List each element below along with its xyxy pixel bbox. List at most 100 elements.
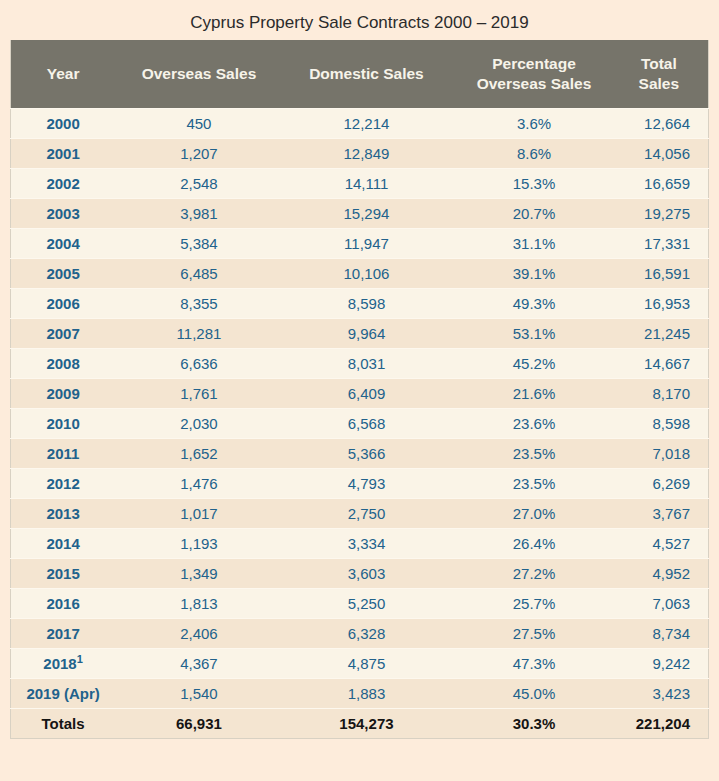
overseas-sales-cell: 6,636	[115, 349, 283, 379]
year-label: 2002	[46, 175, 79, 192]
year-cell: 2019 (Apr)	[11, 679, 116, 709]
overseas-sales-cell: 3,981	[115, 199, 283, 229]
total-sales-cell: 12,664	[618, 109, 709, 139]
table-row: 2015 1,349 3,603 27.2% 4,952	[11, 559, 709, 589]
total-sales-cell: 14,667	[618, 349, 709, 379]
year-cell: 2000	[11, 109, 116, 139]
totals-row: Totals 66,931 154,273 30.3% 221,204	[11, 709, 709, 739]
total-sales-cell: 9,242	[618, 649, 709, 679]
domestic-sales-cell: 6,568	[283, 409, 451, 439]
table-row: 2003 3,981 15,294 20.7% 19,275	[11, 199, 709, 229]
table-row: 2006 8,355 8,598 49.3% 16,953	[11, 289, 709, 319]
year-label: 2000	[46, 115, 79, 132]
total-sales-cell: 14,056	[618, 139, 709, 169]
year-label: 2019 (Apr)	[26, 685, 99, 702]
table-row: 2013 1,017 2,750 27.0% 3,767	[11, 499, 709, 529]
percentage-overseas-cell: 20.7%	[450, 199, 618, 229]
domestic-sales-cell: 8,598	[283, 289, 451, 319]
year-label: 2003	[46, 205, 79, 222]
domestic-sales-cell: 5,366	[283, 439, 451, 469]
overseas-sales-cell: 8,355	[115, 289, 283, 319]
total-sales-cell: 8,170	[618, 379, 709, 409]
percentage-overseas-cell: 49.3%	[450, 289, 618, 319]
total-sales-cell: 4,527	[618, 529, 709, 559]
year-cell: 2003	[11, 199, 116, 229]
header-line: Year	[15, 64, 111, 84]
total-sales-cell: 7,063	[618, 589, 709, 619]
year-label: 2006	[46, 295, 79, 312]
year-cell: 2016	[11, 589, 116, 619]
domestic-sales-cell: 15,294	[283, 199, 451, 229]
domestic-sales-cell: 9,964	[283, 319, 451, 349]
table-body: 2000 450 12,214 3.6% 12,664 2001 1,207 1…	[11, 109, 709, 739]
table-row: 2016 1,813 5,250 25.7% 7,063	[11, 589, 709, 619]
percentage-overseas-cell: 25.7%	[450, 589, 618, 619]
totals-domestic-cell: 154,273	[283, 709, 451, 739]
total-sales-cell: 4,952	[618, 559, 709, 589]
column-header-total-sales: Total Sales	[618, 40, 709, 109]
column-header-percentage-overseas-sales: Percentage Overseas Sales	[450, 40, 618, 109]
year-cell: 2004	[11, 229, 116, 259]
table-row: 2007 11,281 9,964 53.1% 21,245	[11, 319, 709, 349]
table-row: 2008 6,636 8,031 45.2% 14,667	[11, 349, 709, 379]
domestic-sales-cell: 4,875	[283, 649, 451, 679]
total-sales-cell: 8,734	[618, 619, 709, 649]
table-row: 2004 5,384 11,947 31.1% 17,331	[11, 229, 709, 259]
totals-total-cell: 221,204	[618, 709, 709, 739]
table-row: 2010 2,030 6,568 23.6% 8,598	[11, 409, 709, 439]
year-label: 2017	[46, 625, 79, 642]
header-line: Total	[622, 54, 696, 74]
overseas-sales-cell: 450	[115, 109, 283, 139]
header-line: Domestic Sales	[287, 64, 447, 84]
domestic-sales-cell: 12,214	[283, 109, 451, 139]
overseas-sales-cell: 1,652	[115, 439, 283, 469]
percentage-overseas-cell: 39.1%	[450, 259, 618, 289]
sales-table: Year Overseas Sales Domestic Sales Perce…	[10, 40, 709, 739]
year-cell: 2001	[11, 139, 116, 169]
total-sales-cell: 16,953	[618, 289, 709, 319]
domestic-sales-cell: 11,947	[283, 229, 451, 259]
overseas-sales-cell: 2,406	[115, 619, 283, 649]
total-sales-cell: 16,659	[618, 169, 709, 199]
totals-label-cell: Totals	[11, 709, 116, 739]
overseas-sales-cell: 4,367	[115, 649, 283, 679]
domestic-sales-cell: 3,334	[283, 529, 451, 559]
percentage-overseas-cell: 23.5%	[450, 469, 618, 499]
overseas-sales-cell: 1,813	[115, 589, 283, 619]
column-header-domestic-sales: Domestic Sales	[283, 40, 451, 109]
overseas-sales-cell: 1,761	[115, 379, 283, 409]
sales-table-container: Year Overseas Sales Domestic Sales Perce…	[10, 40, 709, 739]
percentage-overseas-cell: 47.3%	[450, 649, 618, 679]
overseas-sales-cell: 1,476	[115, 469, 283, 499]
table-row: 20181 4,367 4,875 47.3% 9,242	[11, 649, 709, 679]
table-row: 2012 1,476 4,793 23.5% 6,269	[11, 469, 709, 499]
percentage-overseas-cell: 23.5%	[450, 439, 618, 469]
year-label: 2011	[47, 445, 80, 462]
domestic-sales-cell: 12,849	[283, 139, 451, 169]
table-row: 2005 6,485 10,106 39.1% 16,591	[11, 259, 709, 289]
percentage-overseas-cell: 26.4%	[450, 529, 618, 559]
year-cell: 20181	[11, 649, 116, 679]
percentage-overseas-cell: 3.6%	[450, 109, 618, 139]
table-row: 2011 1,652 5,366 23.5% 7,018	[11, 439, 709, 469]
total-sales-cell: 17,331	[618, 229, 709, 259]
footnote-superscript: 1	[77, 653, 83, 665]
total-sales-cell: 3,767	[618, 499, 709, 529]
table-header: Year Overseas Sales Domestic Sales Perce…	[11, 40, 709, 109]
year-label: 2013	[46, 505, 79, 522]
year-cell: 2013	[11, 499, 116, 529]
domestic-sales-cell: 3,603	[283, 559, 451, 589]
header-line: Percentage	[454, 54, 614, 74]
year-cell: 2008	[11, 349, 116, 379]
percentage-overseas-cell: 21.6%	[450, 379, 618, 409]
percentage-overseas-cell: 8.6%	[450, 139, 618, 169]
year-label: 2005	[46, 265, 79, 282]
domestic-sales-cell: 5,250	[283, 589, 451, 619]
year-cell: 2005	[11, 259, 116, 289]
percentage-overseas-cell: 27.0%	[450, 499, 618, 529]
year-cell: 2010	[11, 409, 116, 439]
totals-percentage-cell: 30.3%	[450, 709, 618, 739]
percentage-overseas-cell: 15.3%	[450, 169, 618, 199]
overseas-sales-cell: 5,384	[115, 229, 283, 259]
percentage-overseas-cell: 23.6%	[450, 409, 618, 439]
